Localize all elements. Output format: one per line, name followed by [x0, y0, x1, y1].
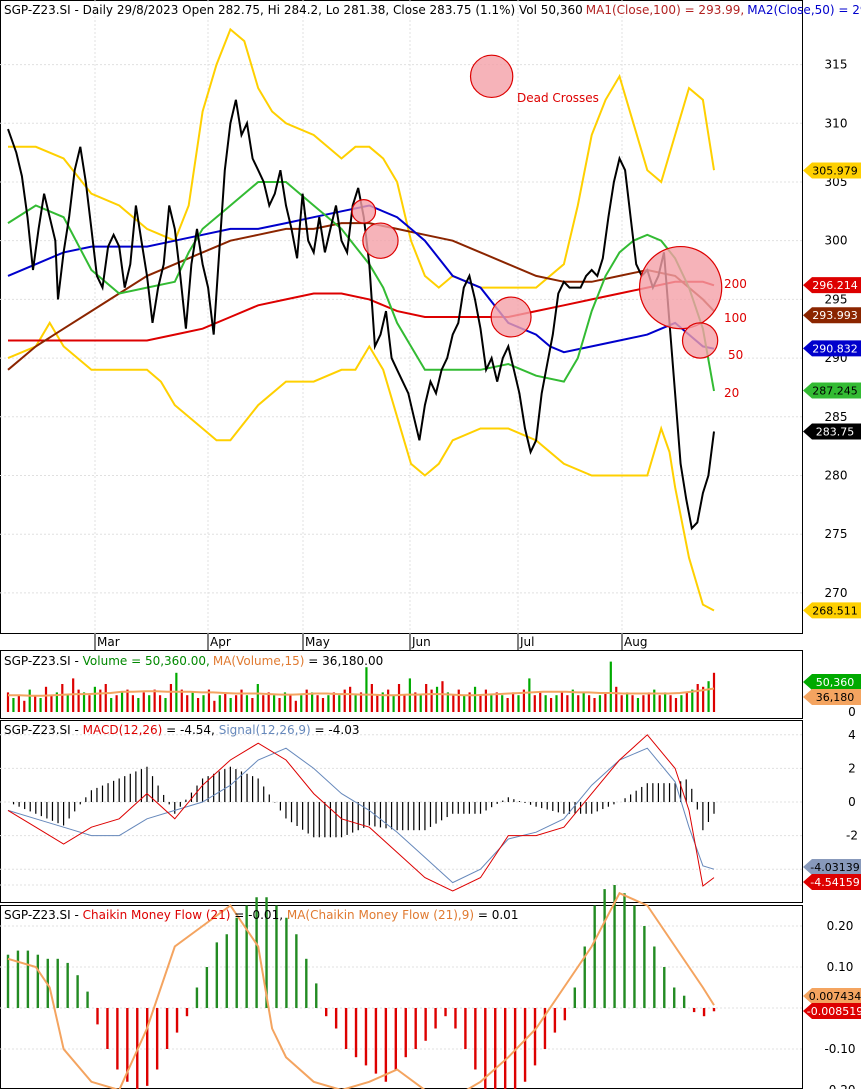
- price-tags: 305.979 296.214 293.993 290.832 287.245 283.7…: [803, 162, 861, 1019]
- x-tick-label: Aug: [624, 635, 647, 649]
- price-tag-box: [803, 162, 861, 179]
- cmf-y-tick: -0.10: [824, 1042, 855, 1056]
- price-tag-box: [803, 602, 861, 619]
- macd-y-tick: 4: [848, 728, 856, 742]
- price-y-tick: 295: [825, 292, 848, 306]
- series-bb_lower: [7, 320, 715, 612]
- price-tag-label: 290.832: [812, 342, 858, 355]
- dead-cross-circle: [638, 245, 723, 330]
- series-ma200: [8, 280, 715, 342]
- price-tag-box: [803, 423, 861, 440]
- x-tick-label: Jul: [519, 635, 534, 649]
- price-y-tick: 285: [825, 410, 848, 424]
- price-tag-label: 293.993: [812, 309, 858, 322]
- macd-line: [7, 734, 715, 892]
- dead-cross-circle: [681, 322, 719, 359]
- volume-header: SGP-Z23.SI - Volume = 50,360.00, MA(Volum…: [4, 654, 383, 668]
- price-tag-label: 296.214: [812, 279, 858, 292]
- price-tag-label: 36,180: [816, 691, 855, 704]
- macd-panel-frame: [0, 720, 803, 903]
- price-tag-box: [803, 277, 861, 294]
- price-tag-box: [803, 689, 861, 705]
- volume-y-tick: 0: [848, 705, 856, 719]
- price-tag-label: -0.008519: [807, 1005, 861, 1018]
- cmf-ma-line: [7, 891, 715, 1089]
- x-tick-label: May: [305, 635, 330, 649]
- ma20-label: 20: [724, 386, 739, 400]
- cmf-y-tick: 0.10: [827, 960, 854, 974]
- price-tag-label: 50,360: [816, 676, 855, 689]
- price-tag-box: [803, 1003, 861, 1019]
- macd-y-tick: 0: [848, 795, 856, 809]
- price-tag-label: 283.75: [816, 425, 855, 438]
- price-tag-label: 268.511: [812, 604, 858, 617]
- dead-cross-circle: [362, 222, 399, 259]
- macd-series-group: [7, 734, 715, 892]
- cmf-y-tick: -0.20: [824, 1083, 855, 1089]
- price-series-group: [7, 27, 715, 612]
- dead-cross-markers: [351, 54, 723, 359]
- cmf-y-tick: 0.20: [827, 919, 854, 933]
- dead-crosses-label: Dead Crosses: [517, 91, 599, 105]
- price-y-tick: 310: [825, 116, 848, 130]
- series-ma100: [7, 222, 715, 371]
- signal-line: [7, 747, 715, 884]
- price-tag-box: [803, 674, 861, 690]
- dead-cross-circle: [490, 296, 532, 338]
- price-y-tick: 300: [825, 234, 848, 248]
- ma100-label: 100: [724, 311, 747, 325]
- x-tick-label: Mar: [97, 635, 120, 649]
- price-y-tick: 275: [825, 527, 848, 541]
- price-header: SGP-Z23.SI - Daily 29/8/2023 Open 282.75…: [4, 3, 861, 17]
- price-tag-box: [803, 307, 861, 324]
- series-bb_upper: [8, 27, 715, 289]
- price-tag-box: [803, 382, 861, 399]
- x-tick-label: Apr: [210, 635, 231, 649]
- macd-header: SGP-Z23.SI - MACD(12,26) = -4.54, Signal…: [4, 723, 359, 737]
- volume-panel-frame: [0, 650, 803, 719]
- price-tag-box: [803, 859, 861, 875]
- macd-y-tick: -2: [846, 829, 858, 843]
- price-tag-label: -4.54159: [810, 876, 859, 889]
- price-tag-box: [803, 988, 861, 1004]
- price-y-tick: 315: [825, 58, 848, 72]
- price-tag-box: [803, 874, 861, 890]
- volume-bars: [6, 661, 716, 712]
- price-y-tick: 270: [825, 586, 848, 600]
- ma200-label: 200: [724, 277, 747, 291]
- series-ma50: [7, 204, 715, 354]
- price-tag-label: 287.245: [812, 384, 858, 397]
- price-tag-label: -4.03139: [810, 861, 859, 874]
- volume-ma-line: [8, 687, 715, 697]
- price-tag-label: 0.007434: [809, 990, 861, 1003]
- price-y-tick: 280: [825, 469, 848, 483]
- price-tag-label: 305.979: [812, 164, 858, 177]
- cmf-header: SGP-Z23.SI - Chaikin Money Flow (21) = -…: [4, 908, 518, 922]
- ma50-label: 50: [728, 348, 743, 362]
- dead-cross-circle: [469, 54, 514, 99]
- series-ma20: [7, 181, 715, 392]
- price-tag-box: [803, 340, 861, 357]
- x-tick-label: Jun: [411, 635, 431, 649]
- cmf-series-group: [6, 885, 716, 1089]
- x-axis-ticks: Mar Apr May Jun Jul Aug: [94, 634, 647, 650]
- dead-cross-circle: [351, 198, 377, 224]
- macd-y-tick: 2: [848, 761, 856, 775]
